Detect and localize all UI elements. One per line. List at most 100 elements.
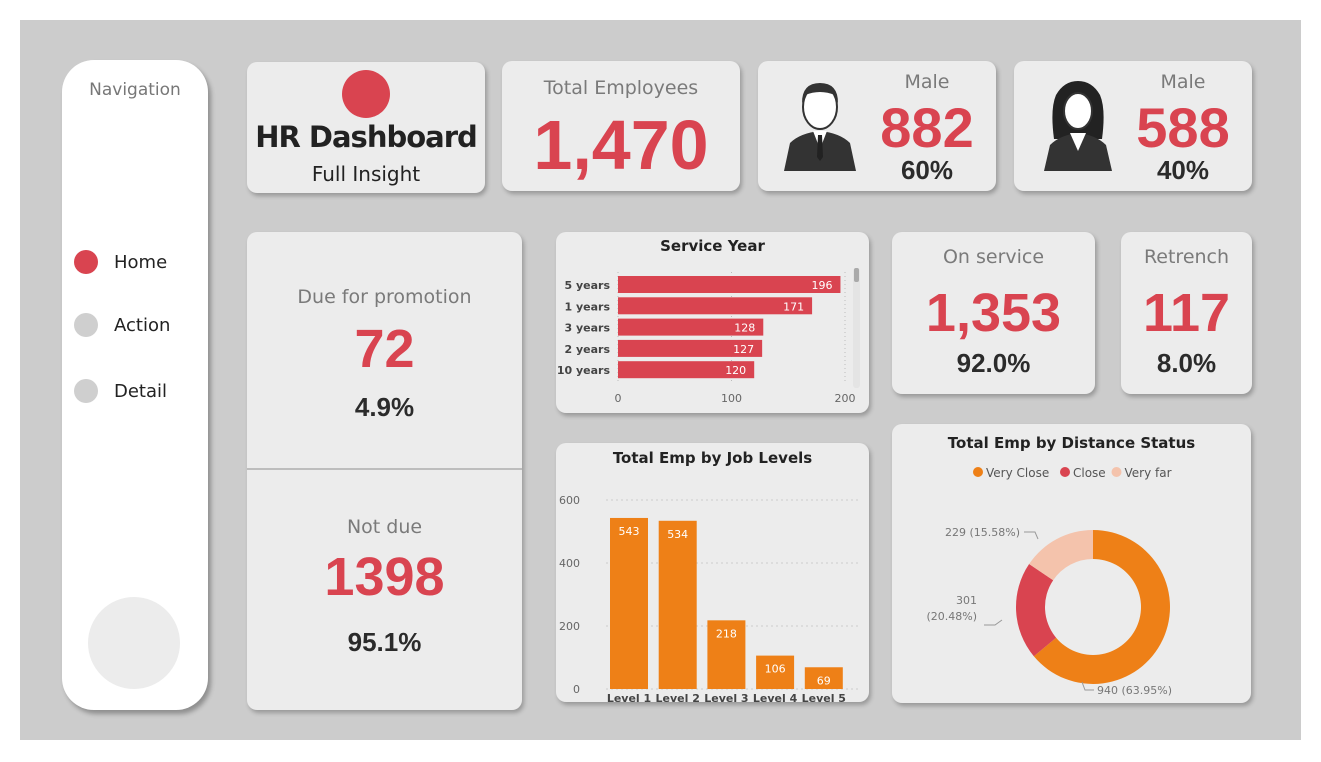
nav-dot-icon (74, 379, 98, 403)
data-label: 534 (667, 528, 688, 541)
data-label: 229 (15.58%) (945, 526, 1020, 539)
bar (618, 361, 755, 379)
y-tick-label: 2 years (564, 343, 610, 356)
y-tick-label: 600 (559, 494, 580, 507)
kpi-label: Not due (346, 516, 423, 538)
leader-line (1081, 681, 1094, 691)
kpi-value: 1,470 (533, 106, 709, 184)
kpi-percent: 92.0% (956, 348, 1031, 378)
legend-marker (1060, 467, 1070, 477)
page-title: HR Dashboard (255, 120, 478, 154)
page-subtitle: Full Insight (311, 162, 421, 186)
data-label: 128 (734, 322, 755, 335)
kpi-percent: 4.9% (354, 392, 415, 422)
data-label: 69 (817, 674, 831, 687)
female-card: Male 588 40% (1014, 61, 1252, 191)
x-tick-label: Level 3 (704, 692, 748, 702)
x-tick-label: Level 4 (753, 692, 798, 702)
kpi-value: 72 (354, 319, 415, 379)
nav-dot-icon (74, 250, 98, 274)
promotion-card: Due for promotion 72 4.9% Not due 1398 9… (247, 232, 522, 710)
kpi-label: Male (1160, 71, 1206, 93)
kpi-value: 882 (880, 96, 974, 159)
bar (756, 655, 795, 689)
data-label: 127 (733, 343, 754, 356)
bar (618, 276, 841, 293)
y-tick-label: 3 years (564, 322, 610, 335)
y-tick-label: 400 (559, 557, 580, 570)
nav-item-home[interactable]: Home (74, 250, 167, 274)
kpi-percent: 95.1% (347, 627, 422, 657)
data-label: 301 (956, 594, 977, 607)
bar (618, 297, 813, 315)
leader-line (984, 619, 1003, 626)
legend-label: Very far (1125, 466, 1172, 480)
chart-title: Service Year (660, 237, 765, 255)
kpi-label: Male (904, 71, 950, 93)
distance-chart: Total Emp by Distance Status Very Close C… (892, 424, 1251, 703)
x-tick-label: 100 (721, 392, 742, 405)
kpi-value: 1398 (324, 547, 445, 607)
scrollbar-thumb (854, 268, 859, 282)
kpi-label: Due for promotion (297, 286, 472, 308)
legend-label: Very Close (986, 466, 1049, 480)
donut-slice (1016, 564, 1057, 657)
y-tick-label: 1 years (564, 300, 610, 313)
kpi-percent: 8.0% (1156, 348, 1217, 378)
total-employees-card: Total Employees 1,470 (502, 61, 740, 191)
bar (610, 517, 648, 689)
job-levels-chart: Total Emp by Job Levels 0 200 400 600 543 Lev… (556, 443, 869, 702)
kpi-label: On service (942, 246, 1045, 268)
male-person-icon (784, 83, 856, 171)
kpi-label: Retrench (1143, 246, 1230, 268)
donut-slice (1033, 530, 1170, 684)
data-label: (20.48%) (926, 610, 977, 623)
nav-item-detail[interactable]: Detail (74, 379, 167, 403)
y-tick-label: 5 years (564, 279, 610, 292)
x-tick-label: 200 (835, 392, 856, 405)
y-tick-label: 10 years (557, 364, 611, 377)
nav-label: Home (114, 251, 168, 273)
data-label: 543 (619, 525, 640, 538)
data-label: 106 (765, 663, 786, 676)
chart-title: Total Emp by Distance Status (947, 434, 1196, 452)
job-levels-svg: 0 200 400 600 543 Level 1 534 Level 2 218 Level 3… (559, 494, 861, 702)
data-label: 940 (63.95%) (1097, 684, 1172, 697)
x-tick-label: Level 1 (607, 692, 651, 702)
header-card: HR Dashboard Full Insight (247, 62, 485, 193)
male-card: Male 882 60% (758, 61, 996, 191)
legend-marker (1111, 467, 1122, 477)
y-tick-label: 0 (573, 683, 580, 696)
bar (618, 339, 763, 357)
nav-item-action[interactable]: Action (74, 313, 170, 337)
x-tick-label: Level 5 (802, 692, 846, 702)
retrench-card: Retrench 117 8.0% (1121, 232, 1252, 394)
divider (247, 468, 522, 470)
leader-line (1024, 531, 1039, 540)
female-person-icon (1044, 81, 1112, 171)
scrollbar-track (853, 268, 860, 388)
service-year-chart: Service Year 0 100 200 5 years 196 1 years 171… (556, 232, 869, 413)
bar (707, 620, 746, 689)
avatar[interactable] (88, 597, 180, 689)
navigation-panel: Navigation Home Action Detail (62, 60, 208, 710)
on-service-card: On service 1,353 92.0% (892, 232, 1095, 394)
x-tick-label: 0 (615, 392, 622, 405)
dashboard-canvas: Navigation Home Action Detail HR Dashboa… (20, 20, 1301, 740)
data-label: 171 (783, 300, 804, 313)
donut-slice (1029, 530, 1093, 581)
nav-dot-icon (74, 313, 98, 337)
logo-circle-icon (342, 70, 390, 118)
data-label: 120 (725, 364, 746, 377)
navigation-title: Navigation (89, 80, 181, 100)
nav-label: Detail (114, 380, 168, 402)
kpi-value: 1,353 (925, 283, 1062, 343)
distance-svg: Very Close Close Very far 940 (63.95%) 301 (2… (926, 466, 1172, 697)
kpi-value: 588 (1136, 96, 1230, 159)
x-tick-label: Level 2 (656, 692, 700, 702)
service-year-svg: 0 100 200 5 years 196 1 years 171 3 years 128 2 y… (557, 268, 860, 405)
kpi-value: 117 (1142, 283, 1231, 343)
bar (618, 318, 764, 336)
kpi-percent: 60% (900, 155, 954, 185)
legend-marker (973, 467, 983, 477)
